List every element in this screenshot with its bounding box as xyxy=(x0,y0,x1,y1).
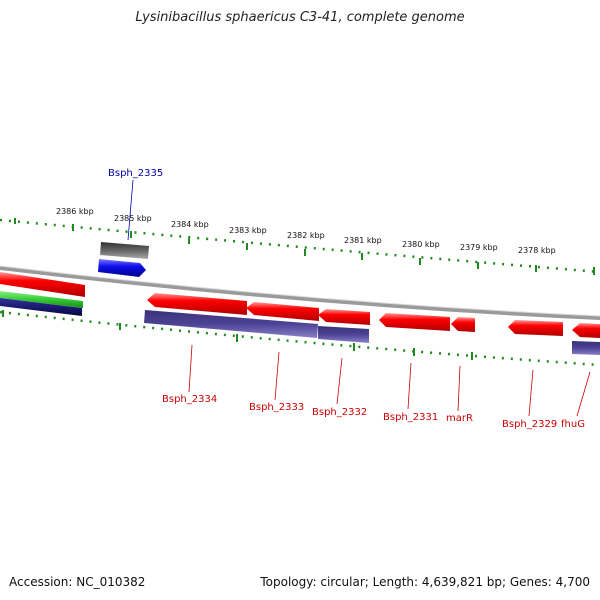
gene-label-bsph-2333[interactable]: Bsph_2333 xyxy=(249,402,304,413)
accession-text: Accession: NC_010382 xyxy=(9,575,146,589)
gene-left-navy[interactable] xyxy=(0,298,82,316)
outer-tick-track xyxy=(0,218,600,274)
gene-bsph-2329[interactable] xyxy=(508,320,563,336)
gene-bsph-2332[interactable] xyxy=(318,309,370,325)
gene-bsph-2333-purple[interactable] xyxy=(318,326,369,343)
gene-bsph-2331[interactable] xyxy=(379,313,450,331)
kbp-label: 2384 kbp xyxy=(171,220,209,229)
gene-label-bsph-2329[interactable]: Bsph_2329 xyxy=(502,419,557,430)
kbp-label: 2380 kbp xyxy=(402,240,440,249)
gene-label-marr[interactable]: marR xyxy=(446,413,473,424)
gene-label-bsph-2334[interactable]: Bsph_2334 xyxy=(162,394,217,405)
inner-tick-track xyxy=(0,310,600,367)
kbp-label: 2381 kbp xyxy=(344,236,382,245)
gene-bsph-2335-gray[interactable] xyxy=(100,242,149,259)
gene-label-bsph-2332[interactable]: Bsph_2332 xyxy=(312,407,367,418)
gene-label-bsph-2331[interactable]: Bsph_2331 xyxy=(383,412,438,423)
leader-lines xyxy=(127,179,591,417)
topology-text: Topology: circular; Length: 4,639,821 bp… xyxy=(260,575,590,589)
outer-major-ticks xyxy=(14,218,595,275)
kbp-label: 2386 kbp xyxy=(56,207,94,216)
kbp-label: 2383 kbp xyxy=(229,226,267,235)
kbp-label: 2385 kbp xyxy=(114,214,152,223)
kbp-labels: 2386 kbp 2385 kbp 2384 kbp 2383 kbp 2382… xyxy=(56,207,556,255)
gene-label-bsph-2335[interactable]: Bsph_2335 xyxy=(108,168,163,179)
gene-bsph-2335[interactable] xyxy=(98,259,146,277)
gene-left-green[interactable] xyxy=(0,291,83,308)
gene-bsph-2334[interactable] xyxy=(147,293,247,315)
kbp-label: 2378 kbp xyxy=(518,246,556,255)
gene-left-red[interactable] xyxy=(0,272,85,297)
map-title: Lysinibacillus sphaericus C3-41, complet… xyxy=(135,10,465,25)
inner-major-ticks xyxy=(2,310,473,360)
gene-marr[interactable] xyxy=(451,317,475,332)
kbp-label: 2382 kbp xyxy=(287,231,325,240)
gene-fhug-purple[interactable] xyxy=(572,341,600,355)
gene-bsph-2333[interactable] xyxy=(246,302,319,321)
genome-backbone xyxy=(0,266,600,320)
gene-fhug[interactable] xyxy=(572,323,600,338)
gene-label-fhug[interactable]: fhuG xyxy=(561,419,585,430)
kbp-label: 2379 kbp xyxy=(460,243,498,252)
gene-bsph-2334-purple[interactable] xyxy=(144,310,318,338)
